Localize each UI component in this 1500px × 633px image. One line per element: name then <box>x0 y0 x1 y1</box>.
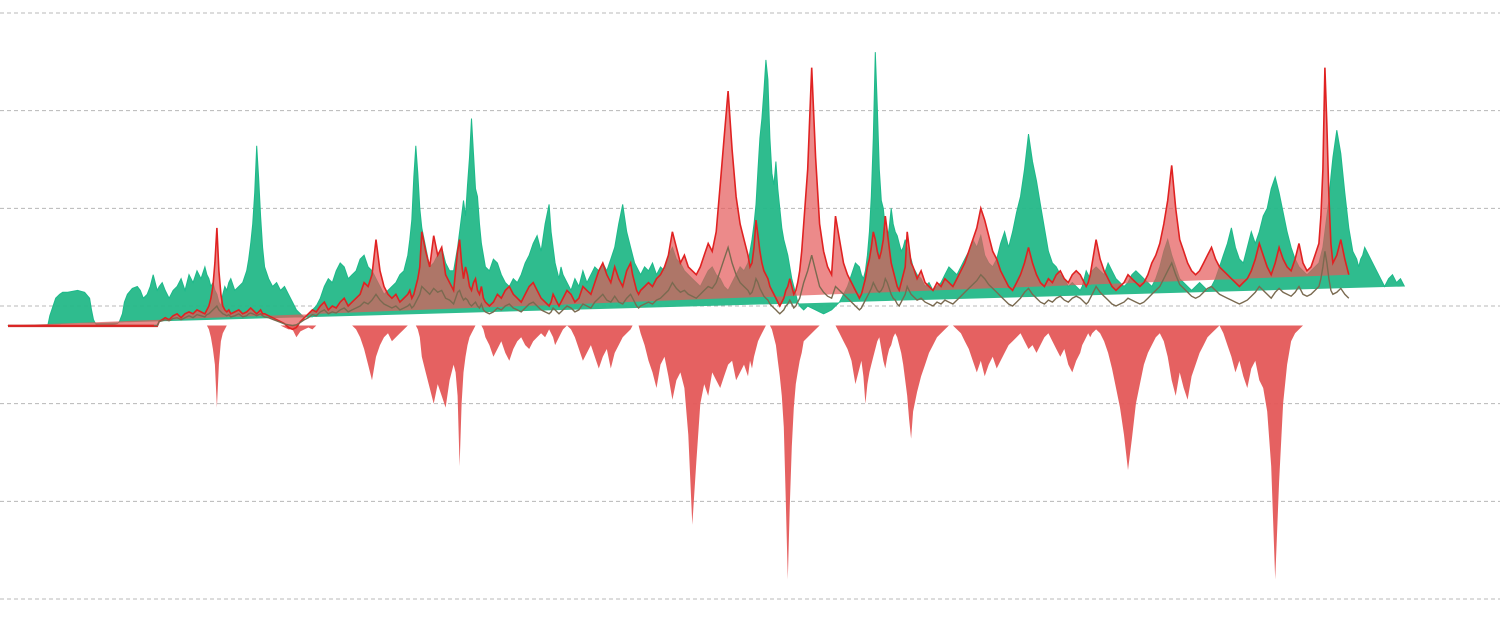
series-layer <box>7 52 1405 580</box>
red-series-upper-area <box>8 67 1349 330</box>
grid-layer <box>0 12 1500 600</box>
red-series-line <box>8 67 1350 331</box>
brown-series-line <box>8 244 1350 327</box>
red-series-lower-area <box>8 325 1303 580</box>
